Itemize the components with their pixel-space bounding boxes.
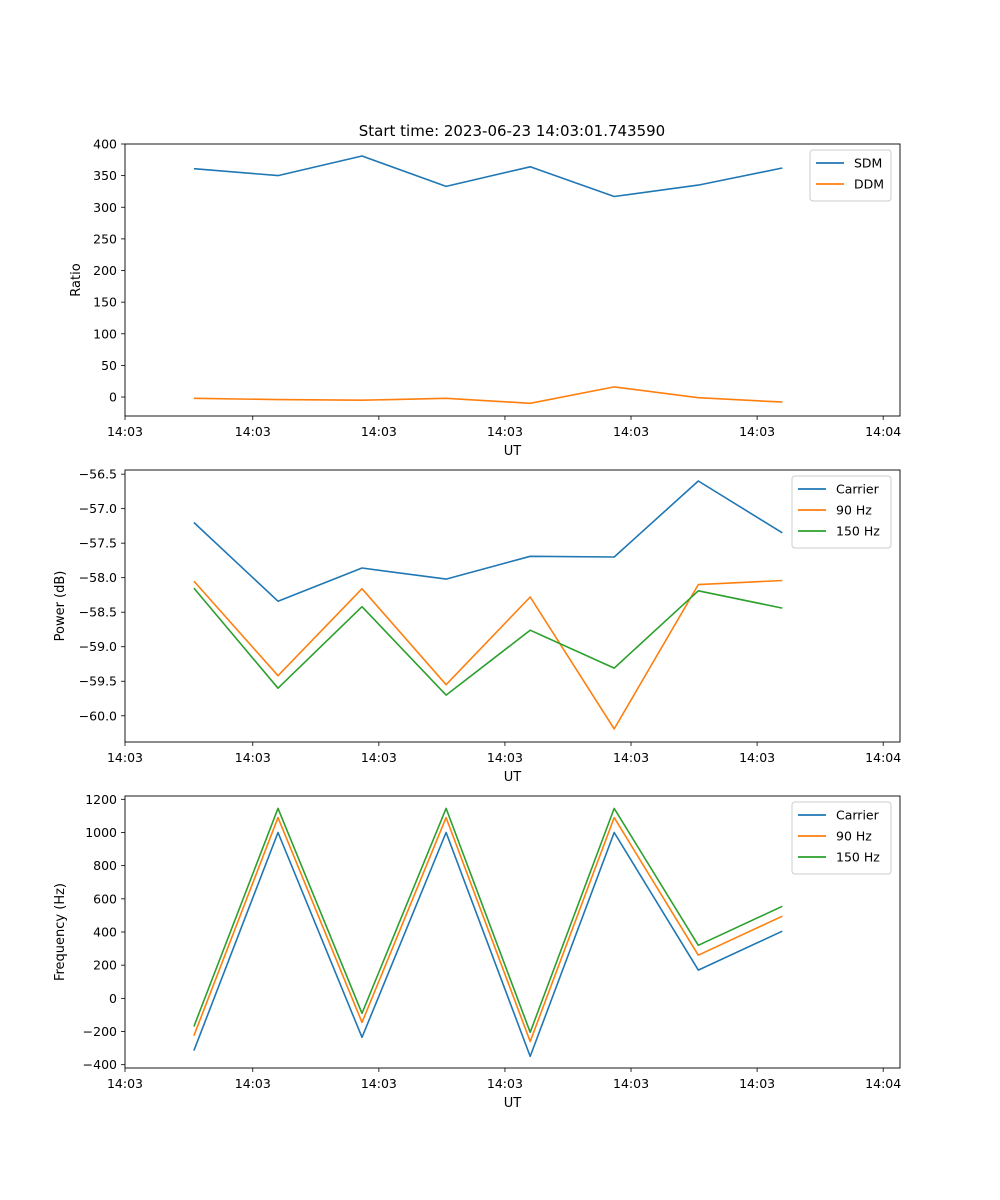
y-axis-label: Frequency (Hz) xyxy=(53,883,68,981)
x-tick-label: 14:03 xyxy=(739,424,775,439)
y-tick-label: 200 xyxy=(93,958,117,973)
series-line-sdm xyxy=(193,155,783,198)
series-line-carrier xyxy=(193,480,783,603)
x-tick-label: 14:03 xyxy=(235,1076,271,1091)
x-tick-label: 14:03 xyxy=(107,750,143,765)
x-tick-label: 14:03 xyxy=(487,1076,523,1091)
series-line-150-hz xyxy=(193,807,783,1034)
x-axis-label: UT xyxy=(504,770,522,785)
x-tick-label: 14:03 xyxy=(613,424,649,439)
legend-label: Carrier xyxy=(836,808,880,823)
y-tick-label: 800 xyxy=(93,858,117,873)
y-tick-label: −57.0 xyxy=(79,501,117,516)
y-tick-label: 1000 xyxy=(85,825,117,840)
legend-label: 90 Hz xyxy=(836,503,872,518)
y-tick-label: −58.5 xyxy=(79,605,117,620)
x-tick-label: 14:03 xyxy=(613,750,649,765)
legend-label: SDM xyxy=(854,156,882,171)
figure-title: Start time: 2023-06-23 14:03:01.743590 xyxy=(359,122,665,140)
chart-panel-1: 14:03 14:03 14:03 14:03 14:03 14:03 14:04 0 50 10… xyxy=(69,137,901,460)
series-line-90-hz xyxy=(193,816,783,1043)
legend-label: Carrier xyxy=(836,482,880,497)
y-tick-label: −60.0 xyxy=(79,708,117,723)
x-tick-label: 14:03 xyxy=(107,424,143,439)
y-tick-label: 250 xyxy=(93,231,117,246)
x-tick-label: 14:03 xyxy=(361,424,397,439)
series-line-90-hz xyxy=(193,579,783,730)
y-tick-label: −56.5 xyxy=(79,467,117,482)
legend-label: 90 Hz xyxy=(836,829,872,844)
series-line-ddm xyxy=(193,386,783,405)
x-axis-label: UT xyxy=(504,1096,522,1111)
panels: 14:03 14:03 14:03 14:03 14:03 14:03 14:04 0 50 10… xyxy=(53,137,901,1112)
x-tick-label: 14:03 xyxy=(361,1076,397,1091)
y-axis-label: Ratio xyxy=(69,263,84,296)
x-tick-label: 14:03 xyxy=(739,1076,775,1091)
y-tick-label: 350 xyxy=(93,168,117,183)
x-tick-label: 14:03 xyxy=(235,424,271,439)
x-tick-label: 14:04 xyxy=(865,424,901,439)
y-tick-label: −59.0 xyxy=(79,639,117,654)
x-tick-label: 14:03 xyxy=(361,750,397,765)
y-tick-label: 400 xyxy=(93,137,117,152)
x-tick-label: 14:03 xyxy=(487,750,523,765)
y-tick-label: 0 xyxy=(109,390,117,405)
plot-frame xyxy=(124,469,901,743)
legend-label: 150 Hz xyxy=(836,524,880,539)
x-tick-label: 14:03 xyxy=(613,1076,649,1091)
y-tick-label: −57.5 xyxy=(79,536,117,551)
y-tick-label: 300 xyxy=(93,200,117,215)
legend: Carrier 90 Hz 150 Hz xyxy=(791,801,892,875)
y-tick-label: 100 xyxy=(93,326,117,341)
y-tick-label: 150 xyxy=(93,295,117,310)
x-tick-label: 14:03 xyxy=(739,750,775,765)
y-tick-label: 1200 xyxy=(85,792,117,807)
legend-label: 150 Hz xyxy=(836,850,880,865)
y-tick-label: −59.5 xyxy=(79,674,117,689)
legend-label: DDM xyxy=(854,177,884,192)
y-axis-label: Power (dB) xyxy=(53,571,68,642)
y-tick-label: −400 xyxy=(83,1057,117,1072)
x-tick-label: 14:03 xyxy=(235,750,271,765)
y-tick-label: 400 xyxy=(93,925,117,940)
legend-box xyxy=(791,475,892,549)
y-tick-label: 50 xyxy=(101,358,117,373)
x-tick-label: 14:04 xyxy=(865,750,901,765)
y-tick-label: 600 xyxy=(93,891,117,906)
series-line-carrier xyxy=(193,831,783,1058)
x-tick-label: 14:03 xyxy=(487,424,523,439)
plot-frame xyxy=(124,143,901,417)
series-line-150-hz xyxy=(193,587,783,696)
y-tick-label: −200 xyxy=(83,1024,117,1039)
legend: Carrier 90 Hz 150 Hz xyxy=(791,475,892,549)
chart-panel-3: 14:03 14:03 14:03 14:03 14:03 14:03 14:04 −400 −… xyxy=(53,792,901,1111)
y-tick-label: 200 xyxy=(93,263,117,278)
y-tick-label: 0 xyxy=(109,991,117,1006)
y-tick-label: −58.0 xyxy=(79,570,117,585)
x-axis-label: UT xyxy=(504,444,522,459)
x-tick-label: 14:03 xyxy=(107,1076,143,1091)
legend-box xyxy=(791,801,892,875)
x-tick-label: 14:04 xyxy=(865,1076,901,1091)
chart-panel-2: 14:03 14:03 14:03 14:03 14:03 14:03 14:04 −56.5… xyxy=(53,467,901,785)
legend: SDM DDM xyxy=(809,149,892,202)
